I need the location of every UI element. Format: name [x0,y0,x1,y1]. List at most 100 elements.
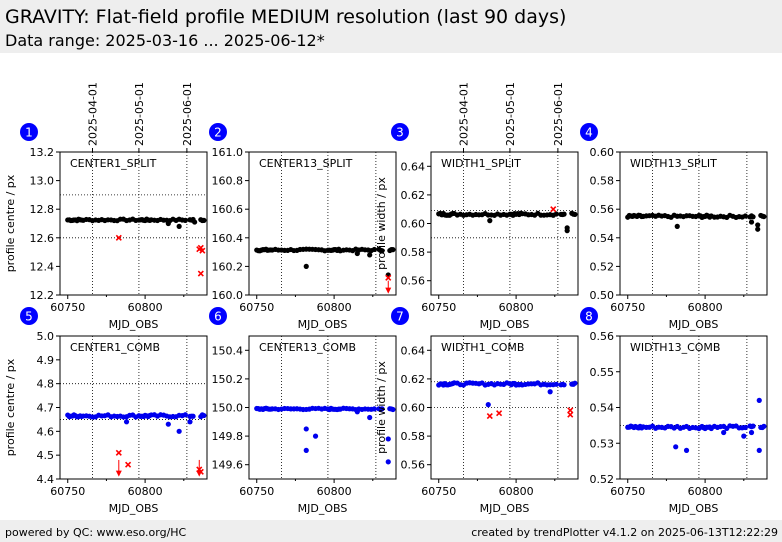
y-tick-label: 4.9 [37,354,55,367]
panel-number-badge [391,123,409,141]
outlier-point [564,225,570,231]
y-tick-label: 149.6 [212,459,244,472]
panel-number-badge [20,307,38,325]
plot-frame [59,335,208,480]
outlier-point [165,421,171,427]
flagged-point [115,234,122,241]
data-point [561,211,567,217]
out-of-range-arrow-head [115,470,122,477]
x-tick-label: 60800 [688,485,723,498]
flagged-point [125,461,132,468]
panel-number-badge [580,123,598,141]
out-of-range-arrow-head [385,287,392,294]
y-tick-label: 0.52 [590,473,615,486]
x-tick-label: 60750 [421,485,456,498]
y-tick-label: 0.60 [401,218,426,231]
data-point [379,406,385,412]
footer-bar: powered by QC: www.eso.org/HC created by… [0,520,782,542]
outlier-point [354,409,360,415]
panel-label: CENTER1_SPLIT [70,157,157,170]
outlier-point [303,426,309,432]
data-point [379,248,385,254]
x-tick-label: 60800 [688,301,723,314]
date-tick-label: 2025-05-01 [133,82,146,146]
plot-frame [430,151,579,296]
flagged-point [385,274,392,281]
outlier-point [756,397,762,403]
x-tick-label: 60750 [50,301,85,314]
outlier-point [312,433,319,439]
y-tick-label: 150.4 [212,344,244,357]
y-tick-label: 160.0 [212,289,244,302]
panel-number-badge [20,123,38,141]
panel-label: WIDTH1_SPLIT [441,157,521,170]
y-tick-label: 0.55 [590,366,615,379]
y-tick-label: 4.6 [37,425,55,438]
flagged-point [567,411,574,418]
out-of-range-arrow-head [196,470,203,477]
outlier-point [756,447,762,453]
outlier-point [303,263,309,269]
flagged-point [197,270,204,277]
y-tick-label: 149.8 [212,430,244,443]
outlier-point [741,433,747,439]
y-tick-label: 150.2 [212,373,244,386]
outlier-point [165,220,171,227]
panel-number-label: 3 [396,126,404,140]
outlier-point [674,223,680,229]
y-tick-label: 12.6 [30,232,55,245]
y-tick-label: 4.5 [37,449,55,462]
x-tick-label: 60750 [610,301,645,314]
panel-number-badge [209,307,227,325]
chart-panel-4: 4 0.50 0.52 0.54 0.56 0.58 0.60 60750 60800 MJD_O… [580,123,768,331]
outlier-point [748,219,755,225]
y-tick-label: 0.62 [401,189,426,202]
flagged-point [550,206,557,213]
footer-credit: powered by QC: www.eso.org/HC [5,526,187,539]
x-tick-label: 60750 [610,485,645,498]
y-tick-label: 0.56 [401,275,426,288]
panel-number-label: 1 [25,126,33,140]
data-point [390,247,396,253]
outlier-point [385,436,391,442]
date-tick-label: 2025-06-01 [181,82,194,146]
data-point [190,413,196,419]
y-tick-label: 160.6 [212,203,244,216]
data-point [201,412,207,419]
x-tick-label: 60800 [499,301,534,314]
data-point [553,381,559,387]
plot-frame [59,151,208,296]
plot-frame [430,335,579,480]
panel-number-badge [391,307,409,325]
data-point [182,412,188,418]
y-tick-label: 0.60 [401,402,426,415]
data-point [390,406,396,413]
y-tick-label: 160.4 [212,232,244,245]
panel-label: WIDTH1_COMB [441,341,524,354]
panel-number-badge [580,307,598,325]
flagged-point [199,247,206,254]
data-point [371,406,377,412]
data-point [561,382,567,388]
x-tick-label: 60750 [421,301,456,314]
chart-panel-8: 8 0.52 0.53 0.54 0.55 0.56 60750 60800 MJD_OBS WI… [580,307,768,515]
outlier-point [176,223,182,229]
y-tick-label: 5.0 [37,330,55,343]
x-axis-label: MJD_OBS [298,318,348,331]
date-tick-label: 2025-04-01 [457,82,470,146]
data-point [761,213,767,220]
panel-number-label: 2 [214,126,222,140]
y-tick-label: 0.52 [590,260,615,273]
date-tick-label: 2025-04-01 [86,82,99,146]
y-tick-label: 0.53 [590,437,615,450]
data-point [371,246,377,253]
outlier-point [192,219,198,225]
y-axis-label: profile width / px [375,177,388,270]
y-tick-label: 12.8 [30,203,55,216]
x-axis-label: MJD_OBS [109,502,159,515]
data-point [742,213,748,219]
plot-frame [248,151,397,296]
flagged-point [486,413,493,420]
x-tick-label: 60800 [317,485,352,498]
x-tick-label: 60750 [239,301,274,314]
